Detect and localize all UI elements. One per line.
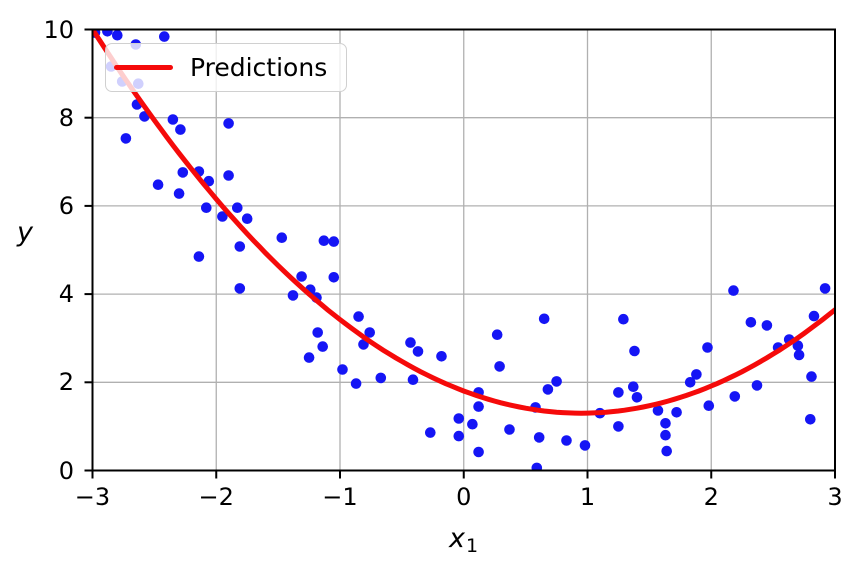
y-tick-label: 4 [58, 280, 74, 309]
x-tick-label: 3 [827, 483, 843, 511]
x-tick-label: 0 [456, 483, 472, 511]
prediction-curve [92, 29, 835, 416]
x-axis-label-base: x [448, 523, 465, 554]
x-tick-label: −1 [322, 483, 358, 511]
tick-marks [84, 28, 836, 479]
y-tick-label: 10 [43, 15, 74, 44]
y-tick-label: 6 [58, 191, 74, 220]
x-axis-label: x1 [421, 523, 505, 557]
x-tick-label: −3 [74, 483, 111, 511]
x-axis-label-subscript: 1 [465, 535, 479, 557]
scatter-points [92, 29, 831, 471]
grid-lines [91, 28, 836, 472]
y-tick-label: 0 [58, 456, 74, 485]
y-tick-label: 8 [58, 103, 74, 132]
legend-line-sample [114, 65, 173, 70]
axes-spines [91, 28, 836, 472]
x-tick-label: 1 [579, 483, 596, 511]
y-tick-label: 2 [58, 368, 74, 397]
y-axis-label: y [17, 217, 33, 248]
x-tick-label: 2 [703, 483, 719, 511]
legend-label: Predictions [190, 53, 328, 82]
legend: Predictions [105, 43, 347, 92]
x-tick-label: −2 [198, 483, 234, 511]
